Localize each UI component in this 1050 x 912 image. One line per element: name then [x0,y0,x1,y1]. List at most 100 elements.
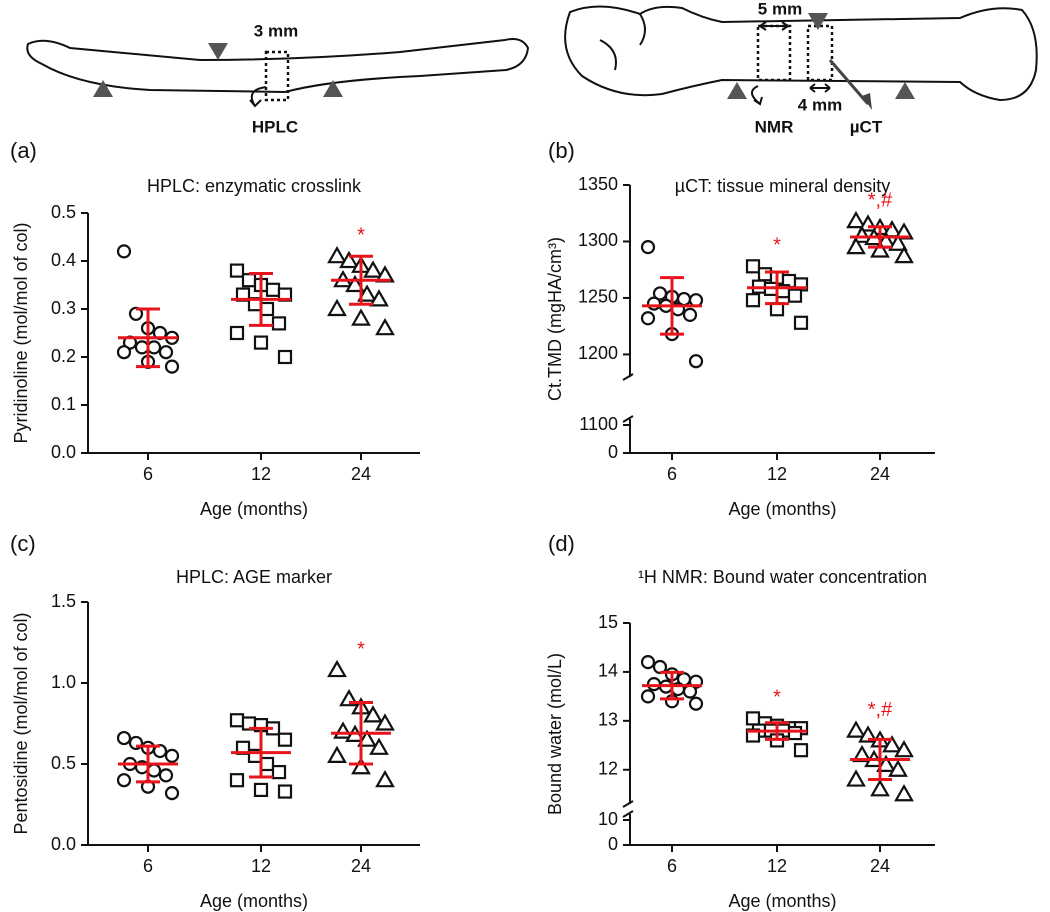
data-point [357,284,377,302]
data-point [327,245,347,264]
dimension-label: 4 mm [798,95,842,114]
x-tick-label: 24 [870,856,890,876]
method-label: NMR [755,117,794,136]
data-point [253,782,269,798]
data-point [787,288,803,303]
x-tick-label: 12 [251,464,271,484]
chart-title: HPLC: AGE marker [176,567,332,587]
data-point [640,240,656,255]
significance-label: * [773,235,781,257]
data-point [894,245,914,264]
axis-break [622,415,634,423]
data-point [375,317,395,336]
data-point [745,711,761,726]
data-point [870,779,890,797]
y-tick-label: 0.5 [51,753,76,773]
data-point [277,732,293,747]
data-point [277,349,293,365]
y-tick-label: 0.3 [51,298,76,318]
bone-detail [599,13,646,71]
axis-break [622,810,634,818]
data-point [164,748,180,764]
y-tick-label: 1250 [578,287,618,307]
data-point [277,784,293,799]
arrow-head [862,93,872,110]
y-tick-label: 12 [598,759,618,779]
data-point [253,335,269,350]
data-point [846,769,866,787]
support-marker [727,82,747,99]
y-tick-label: 0.4 [51,250,76,270]
data-point [259,301,275,317]
x-tick-label: 12 [251,856,271,876]
y-tick-label: 15 [598,612,618,632]
data-point [369,289,389,307]
y-tick-label: 1100 [579,414,618,434]
data-point [229,263,245,278]
method-label: HPLC [252,117,298,136]
data-point [870,240,890,258]
panel-label: (b) [548,138,575,163]
axis-break [622,800,634,808]
y-tick-label: 1300 [578,230,618,250]
data-point [116,730,132,746]
y-tick-label: 14 [598,661,618,681]
data-point [846,210,866,229]
data-point [787,725,803,741]
data-point [351,757,371,775]
data-point [158,768,174,783]
data-point [363,705,383,723]
y-tick-label: 13 [598,710,618,730]
data-point [640,655,656,670]
data-point [327,659,347,678]
chart-title: ¹H NMR: Bound water concentration [638,567,927,587]
significance-label: * [773,687,781,709]
x-tick-label: 12 [767,464,787,484]
chart-title: HPLC: enzymatic crosslink [147,176,362,196]
y-tick-label: 0.2 [51,346,76,366]
data-point [375,769,395,788]
panel-label: (d) [548,531,575,556]
data-point [146,340,162,355]
data-point [357,729,377,747]
support-marker [895,82,915,99]
data-point [271,316,287,331]
load-marker [208,43,228,60]
axis-break [622,373,634,381]
data-point [682,307,698,322]
significance-label: * [357,224,365,246]
data-point [757,267,773,282]
data-point [688,696,704,711]
data-point [745,259,761,274]
data-point [363,260,383,278]
data-point [894,739,914,758]
x-tick-label: 6 [667,856,677,876]
x-tick-label: 24 [351,464,371,484]
data-point [369,737,389,755]
data-point [134,340,150,355]
y-axis-label: Bound water (mol/L) [545,653,565,815]
data-point [339,250,359,269]
y-tick-label: 1.5 [51,591,76,611]
y-tick-label: 0 [608,834,618,854]
data-point [164,786,180,801]
data-point [876,754,896,772]
data-point [351,308,371,326]
data-point [882,735,902,753]
method-label: µCT [850,117,883,136]
x-tick-label: 24 [351,856,371,876]
panel-label: (c) [10,531,36,556]
data-point [241,273,257,288]
data-point [327,745,347,763]
section-box [756,24,792,82]
panel-label: (a) [10,138,37,163]
data-point [229,773,245,788]
data-point [229,325,245,341]
data-point [846,236,866,255]
data-point [164,359,180,374]
x-tick-label: 6 [143,856,153,876]
data-point [793,315,809,330]
arrow [249,86,267,108]
data-point [688,354,704,369]
